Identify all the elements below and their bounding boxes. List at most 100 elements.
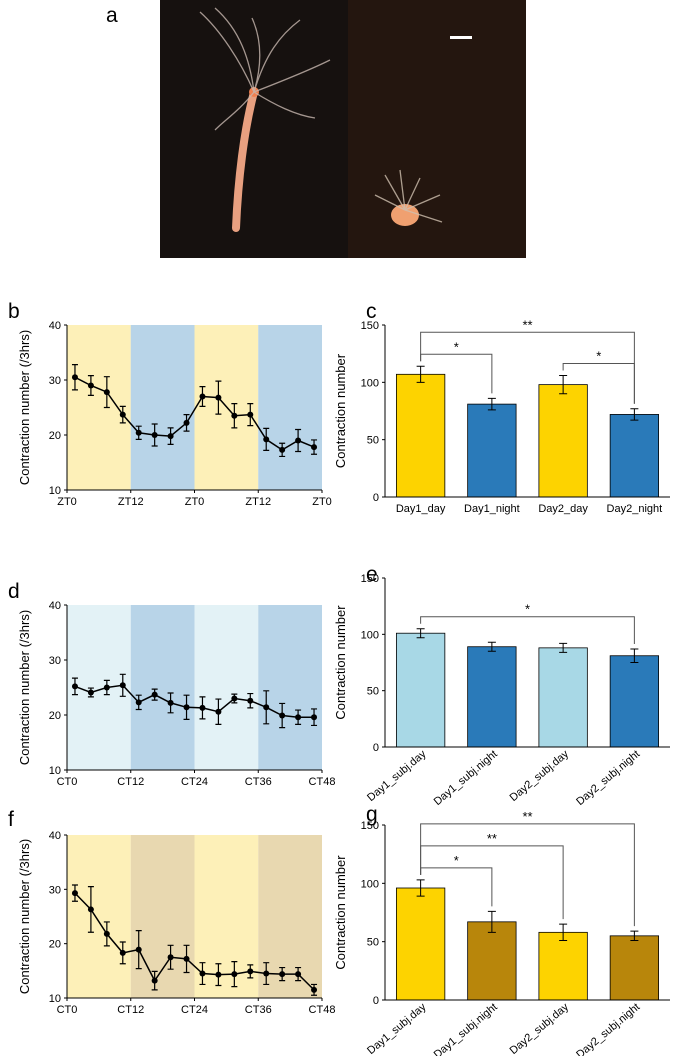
x-tick-label: Day2_subj.night	[574, 748, 642, 808]
data-point	[183, 704, 190, 711]
data-point	[71, 683, 78, 690]
bar	[467, 921, 517, 1001]
bar	[609, 414, 660, 498]
bar	[467, 403, 517, 498]
y-axis-label: Contraction number	[333, 605, 348, 720]
data-point	[103, 930, 110, 937]
x-tick-label: CT36	[245, 1004, 272, 1016]
axes	[384, 825, 670, 1001]
significance-label: *	[454, 853, 459, 868]
error-bar	[416, 628, 425, 639]
x-tick-label: CT24	[181, 776, 208, 788]
x-tick-label: CT36	[245, 776, 272, 788]
axes	[66, 835, 322, 999]
x-tick-label: Day2_subj.day	[508, 748, 572, 804]
data-point	[311, 986, 318, 993]
data-point	[151, 691, 158, 698]
panel-label: g	[366, 803, 378, 826]
data-point	[183, 419, 190, 426]
y-axis-label: Contraction number (/3hrs)	[17, 839, 32, 994]
data-line	[74, 376, 315, 451]
y-tick-label: 150	[361, 320, 379, 332]
significance-label: **	[487, 831, 497, 846]
x-tick-label: CT0	[57, 776, 78, 788]
background-band	[258, 325, 322, 490]
x-tick-label: ZT12	[118, 496, 144, 508]
data-point	[135, 429, 142, 436]
x-tick-label: Day1_subj.night	[432, 1001, 500, 1056]
x-tick-label: Day1_subj.day	[365, 748, 429, 804]
data-point	[247, 697, 254, 704]
data-point	[231, 695, 238, 702]
significance-label: *	[596, 348, 601, 363]
error-bar	[416, 365, 425, 383]
error-bar	[487, 910, 496, 933]
background-band	[67, 835, 131, 998]
x-tick-label: CT12	[117, 776, 144, 788]
data-point	[135, 699, 142, 706]
data-point	[279, 712, 286, 719]
y-axis-label: Contraction number	[333, 353, 348, 468]
background-band	[130, 325, 195, 490]
data-point	[167, 699, 174, 706]
panel-label: a	[106, 4, 118, 27]
significance-bracket	[420, 616, 635, 644]
x-tick-label: ZT12	[245, 496, 271, 508]
panel-label: f	[8, 808, 14, 831]
background-band	[194, 605, 259, 770]
data-point	[167, 954, 174, 961]
background-band	[67, 325, 131, 490]
y-tick-label: 150	[361, 573, 379, 585]
error-bar	[559, 642, 568, 653]
x-tick-label: Day1_subj.day	[365, 1001, 429, 1056]
data-point	[71, 374, 78, 381]
data-point	[87, 689, 94, 696]
bar	[395, 632, 446, 748]
background-band	[130, 835, 195, 998]
data-point	[311, 444, 318, 451]
bar	[538, 384, 588, 498]
y-tick-label: 0	[373, 995, 379, 1007]
data-point	[263, 970, 270, 977]
significance-label: *	[454, 339, 459, 354]
y-tick-label: 40	[49, 830, 61, 842]
panel-label: b	[8, 300, 20, 323]
error-bar	[630, 408, 639, 421]
axes	[384, 325, 670, 498]
x-tick-label: Day1_night	[464, 503, 520, 515]
bar	[609, 935, 660, 1001]
background-band	[258, 605, 322, 770]
y-tick-label: 100	[361, 878, 379, 890]
y-tick-label: 10	[49, 765, 61, 777]
y-tick-label: 10	[49, 993, 61, 1005]
bar	[467, 646, 517, 748]
y-tick-label: 150	[361, 820, 379, 832]
y-tick-label: 50	[367, 686, 379, 698]
y-tick-label: 40	[49, 320, 61, 332]
x-tick-label: CT24	[181, 1004, 208, 1016]
data-point	[279, 446, 286, 453]
panel-label: c	[366, 300, 377, 323]
panel-label: e	[366, 563, 378, 586]
x-tick-label: Day2_subj.night	[574, 1001, 642, 1056]
data-point	[215, 971, 222, 978]
x-tick-label: ZT0	[185, 496, 205, 508]
data-point	[231, 412, 238, 419]
data-point	[87, 382, 94, 389]
background-band	[258, 835, 322, 998]
data-point	[135, 946, 142, 953]
data-point	[87, 906, 94, 913]
data-point	[295, 714, 302, 721]
data-point	[119, 682, 126, 689]
bar	[395, 887, 446, 1001]
bar	[538, 931, 588, 1001]
bar	[538, 647, 588, 748]
data-point	[311, 714, 318, 721]
data-point	[263, 704, 270, 711]
data-point	[119, 949, 126, 956]
background-band	[130, 605, 195, 770]
data-point	[151, 977, 158, 984]
data-point	[183, 955, 190, 962]
error-bar	[487, 641, 496, 652]
significance-label: **	[522, 317, 532, 332]
